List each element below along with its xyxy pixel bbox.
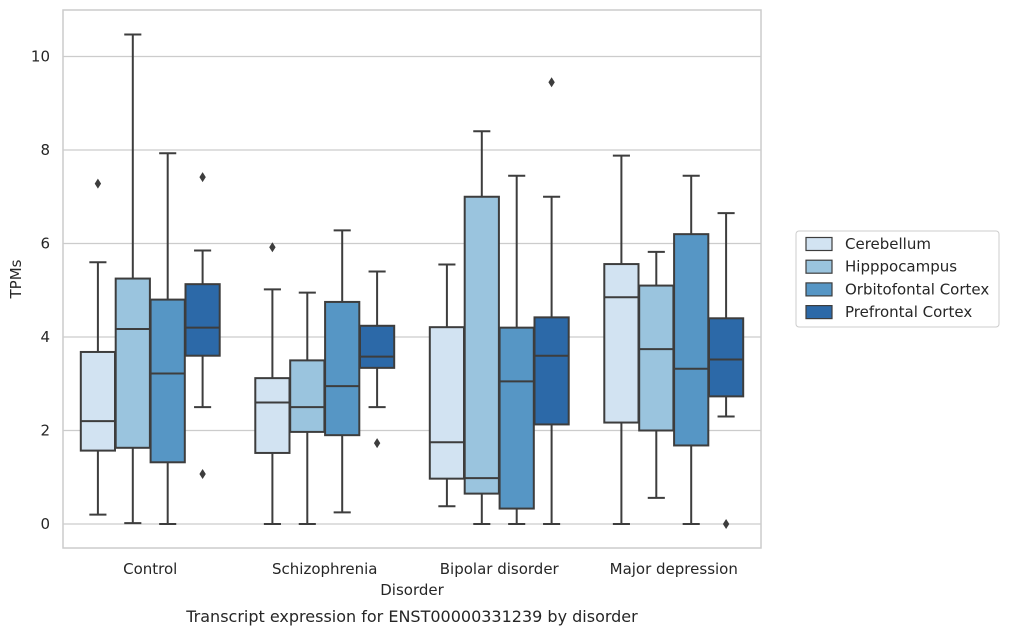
- box-iqr: [358, 324, 396, 369]
- box-group: [673, 174, 710, 525]
- y-tick-label: 0: [40, 515, 50, 533]
- box-group: [184, 172, 221, 479]
- legend-frame: [795, 230, 1000, 328]
- x-axis-title: Disorder: [380, 581, 444, 599]
- box-group: [289, 291, 326, 525]
- outlier-point: [373, 438, 381, 449]
- y-axis-title: TPMs: [7, 259, 25, 299]
- x-tick-label: Bipolar disorder: [440, 560, 560, 578]
- box-iqr: [707, 317, 745, 398]
- y-tick-label: 2: [40, 422, 50, 440]
- box-iqr: [603, 263, 640, 424]
- legend-label: Cerebellum: [845, 235, 931, 253]
- outlier-point: [722, 519, 730, 529]
- legend-label: Hipppocampus: [845, 258, 957, 276]
- box-group: [149, 152, 186, 525]
- box-iqr: [463, 195, 500, 495]
- box-group: [707, 212, 745, 529]
- box-iqr: [184, 283, 221, 357]
- x-tick-labels: Control Schizophrenia Bipolar disorder Majo…: [123, 560, 738, 578]
- x-tick-label: Control: [123, 560, 177, 578]
- box-group: [358, 270, 396, 449]
- box-group: [603, 154, 640, 525]
- box-group: [114, 33, 151, 525]
- box-group: [428, 263, 466, 508]
- box-iqr: [149, 298, 186, 464]
- box-group: [498, 174, 535, 525]
- outlier-point: [548, 77, 555, 88]
- x-tick-label: Schizophrenia: [272, 560, 377, 578]
- box-group: [79, 178, 117, 516]
- outlier-point: [269, 242, 276, 253]
- box-iqr: [498, 326, 535, 510]
- y-tick-label: 6: [40, 235, 50, 253]
- box-iqr: [533, 316, 570, 426]
- box-iqr: [638, 284, 675, 432]
- box-group: [254, 242, 291, 525]
- y-tick-labels: 0 2 4 6 8 10: [31, 48, 50, 534]
- box-iqr: [289, 359, 326, 433]
- box-iqr: [673, 233, 710, 447]
- boxplots: [79, 33, 745, 529]
- plot-frame: [62, 9, 762, 549]
- box-iqr: [324, 300, 361, 437]
- outlier-point: [199, 172, 206, 183]
- box-group: [463, 130, 500, 525]
- box-group: [638, 250, 675, 499]
- legend: Cerebellum Hipppocampus Orbitofontal Corte…: [795, 230, 1000, 328]
- legend-label: Prefrontal Cortex: [845, 303, 972, 321]
- figure-caption: Transcript expression for ENST0000033123…: [185, 607, 638, 626]
- box-iqr: [254, 377, 291, 454]
- legend-swatch: [805, 259, 833, 274]
- legend-swatch: [805, 305, 833, 320]
- outlier-point: [94, 178, 102, 189]
- outlier-point: [199, 468, 206, 479]
- y-tick-label: 4: [40, 328, 50, 346]
- box-group: [324, 229, 361, 514]
- box-iqr: [428, 326, 466, 480]
- legend-swatch: [805, 282, 833, 297]
- legend-label: Orbitofontal Cortex: [845, 280, 989, 298]
- box-iqr: [79, 350, 117, 452]
- y-tick-label: 8: [40, 141, 50, 159]
- box-iqr: [114, 277, 151, 449]
- x-tick-label: Major depression: [610, 560, 738, 578]
- box-group: [533, 77, 570, 525]
- y-tick-label: 10: [31, 48, 50, 66]
- legend-swatch: [805, 236, 833, 252]
